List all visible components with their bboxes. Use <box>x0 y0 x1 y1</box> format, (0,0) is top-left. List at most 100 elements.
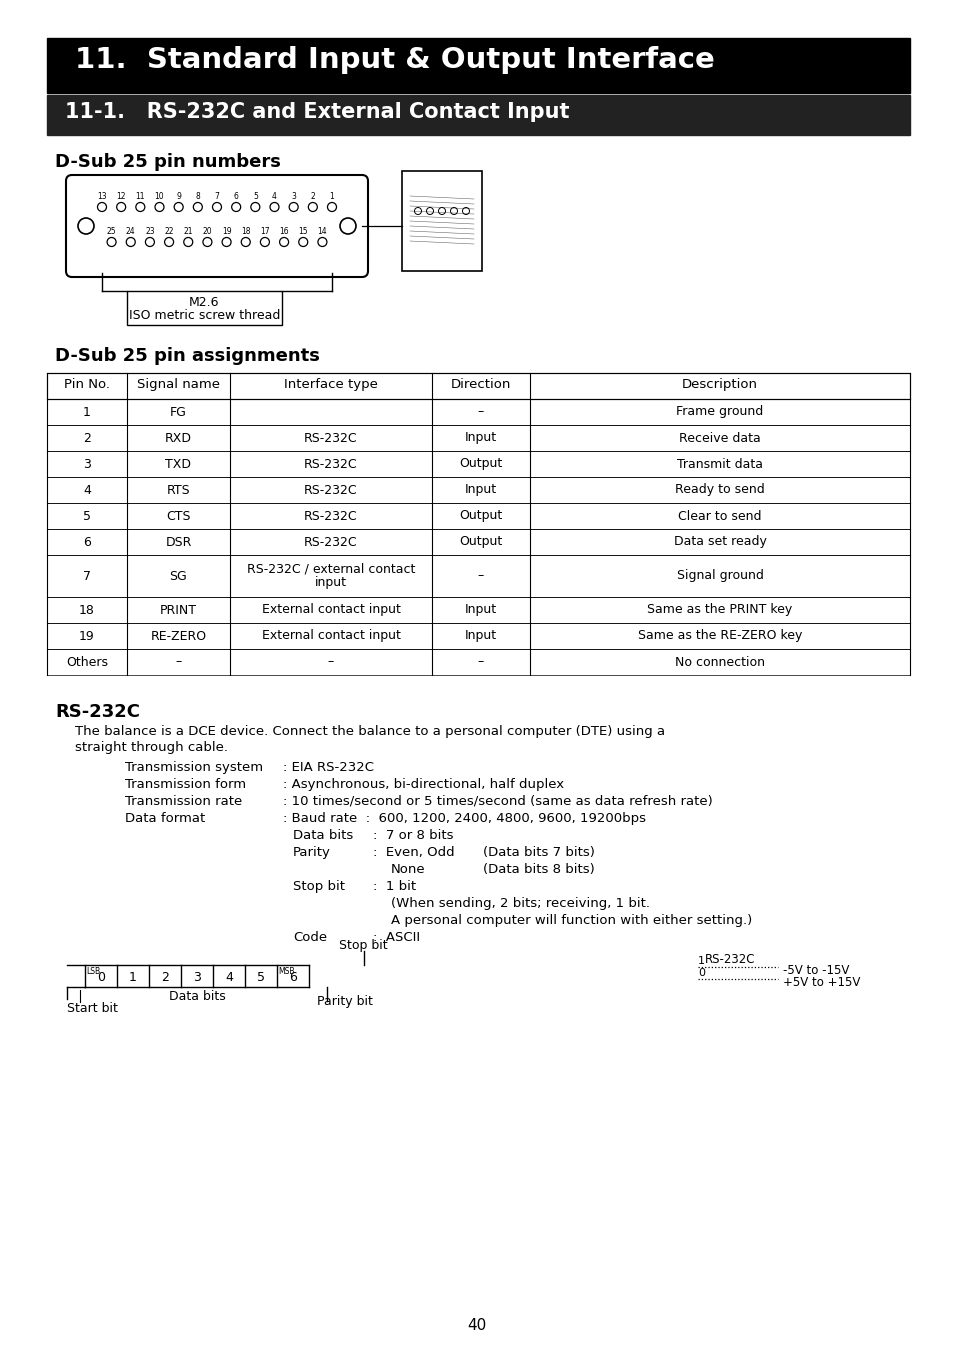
Text: RS-232C: RS-232C <box>304 432 357 444</box>
Text: Clear to send: Clear to send <box>678 509 760 522</box>
Text: :  1 bit: : 1 bit <box>373 880 416 892</box>
Text: 1: 1 <box>330 192 334 201</box>
Text: Data bits: Data bits <box>169 990 225 1003</box>
Text: Data bits: Data bits <box>293 829 353 842</box>
Text: Output: Output <box>459 458 502 471</box>
Text: 4: 4 <box>272 192 276 201</box>
Text: 3: 3 <box>193 971 201 984</box>
Text: Input: Input <box>464 483 497 497</box>
Text: Data format: Data format <box>125 811 205 825</box>
Text: 11-1.   RS-232C and External Contact Input: 11-1. RS-232C and External Contact Input <box>65 103 569 122</box>
Text: 11.  Standard Input & Output Interface: 11. Standard Input & Output Interface <box>75 46 714 74</box>
Text: Transmit data: Transmit data <box>677 458 762 471</box>
Text: Data set ready: Data set ready <box>673 536 765 548</box>
Text: Parity bit: Parity bit <box>316 995 373 1008</box>
Text: RS-232C: RS-232C <box>304 458 357 471</box>
Text: 12: 12 <box>116 192 126 201</box>
Text: M2.6: M2.6 <box>189 296 219 309</box>
Text: Transmission form: Transmission form <box>125 778 246 791</box>
Text: 3: 3 <box>83 458 91 471</box>
Text: D-Sub 25 pin numbers: D-Sub 25 pin numbers <box>55 153 280 171</box>
Text: 6: 6 <box>289 971 296 984</box>
Text: RTS: RTS <box>167 483 190 497</box>
Text: –: – <box>477 570 483 582</box>
Text: Stop bit: Stop bit <box>338 940 387 952</box>
Text: +5V to +15V: +5V to +15V <box>782 976 860 990</box>
Text: 1: 1 <box>129 971 137 984</box>
Text: None: None <box>391 863 425 876</box>
Text: Frame ground: Frame ground <box>676 405 762 418</box>
Text: 19: 19 <box>79 629 94 643</box>
Bar <box>127 292 282 325</box>
Text: –: – <box>175 656 181 668</box>
Text: D-Sub 25 pin assignments: D-Sub 25 pin assignments <box>55 347 319 364</box>
Text: Receive data: Receive data <box>679 432 760 444</box>
Text: 16: 16 <box>279 227 289 236</box>
Text: 19: 19 <box>221 227 232 236</box>
Text: FG: FG <box>170 405 187 418</box>
Text: 40: 40 <box>467 1318 486 1332</box>
Text: straight through cable.: straight through cable. <box>75 741 228 755</box>
Text: SG: SG <box>170 570 187 582</box>
Text: 20: 20 <box>202 227 212 236</box>
Text: 15: 15 <box>298 227 308 236</box>
Text: 2: 2 <box>161 971 169 984</box>
Text: External contact input: External contact input <box>261 629 400 643</box>
Text: 25: 25 <box>107 227 116 236</box>
Text: LSB: LSB <box>86 967 100 976</box>
Text: RS-232C: RS-232C <box>304 509 357 522</box>
Text: 5: 5 <box>253 192 257 201</box>
Text: 4: 4 <box>83 483 91 497</box>
Text: 17: 17 <box>260 227 270 236</box>
Text: Parity: Parity <box>293 846 331 859</box>
Text: :  ASCII: : ASCII <box>373 931 419 944</box>
Bar <box>401 171 481 271</box>
Text: –: – <box>328 656 334 668</box>
Text: 6: 6 <box>83 536 91 548</box>
Text: 9: 9 <box>176 192 181 201</box>
Text: 10: 10 <box>154 192 164 201</box>
Text: 1: 1 <box>698 956 704 967</box>
Text: ISO metric screw thread: ISO metric screw thread <box>129 309 280 323</box>
Bar <box>47 95 909 135</box>
Text: No connection: No connection <box>675 656 764 668</box>
Text: : Baud rate  :  600, 1200, 2400, 4800, 9600, 19200bps: : Baud rate : 600, 1200, 2400, 4800, 960… <box>283 811 645 825</box>
Text: RXD: RXD <box>165 432 192 444</box>
Text: (Data bits 7 bits): (Data bits 7 bits) <box>482 846 595 859</box>
Text: 18: 18 <box>241 227 251 236</box>
Text: Code: Code <box>293 931 327 944</box>
Text: Ready to send: Ready to send <box>675 483 764 497</box>
Text: 3: 3 <box>291 192 295 201</box>
Text: The balance is a DCE device. Connect the balance to a personal computer (DTE) us: The balance is a DCE device. Connect the… <box>75 725 664 738</box>
Text: (When sending, 2 bits; receiving, 1 bit.: (When sending, 2 bits; receiving, 1 bit. <box>391 896 649 910</box>
Text: 0: 0 <box>97 971 105 984</box>
Text: A personal computer will function with either setting.): A personal computer will function with e… <box>391 914 752 927</box>
Text: Input: Input <box>464 603 497 617</box>
Text: 2: 2 <box>83 432 91 444</box>
Text: Interface type: Interface type <box>284 378 377 392</box>
Text: Transmission system: Transmission system <box>125 761 263 774</box>
Text: Start bit: Start bit <box>67 1002 118 1015</box>
Text: 14: 14 <box>317 227 327 236</box>
Text: RE-ZERO: RE-ZERO <box>151 629 207 643</box>
Text: 22: 22 <box>164 227 173 236</box>
Text: Others: Others <box>66 656 108 668</box>
Text: 18: 18 <box>79 603 95 617</box>
Text: -5V to -15V: -5V to -15V <box>782 964 848 977</box>
Text: 8: 8 <box>195 192 200 201</box>
Text: 4: 4 <box>225 971 233 984</box>
Text: RS-232C / external contact: RS-232C / external contact <box>247 563 415 576</box>
Text: 21: 21 <box>183 227 193 236</box>
Text: Input: Input <box>464 432 497 444</box>
Text: Transmission rate: Transmission rate <box>125 795 242 809</box>
Text: 13: 13 <box>97 192 107 201</box>
Text: Pin No.: Pin No. <box>64 378 110 392</box>
Text: 11: 11 <box>135 192 145 201</box>
Text: Output: Output <box>459 509 502 522</box>
FancyBboxPatch shape <box>66 176 368 277</box>
Text: Description: Description <box>681 378 758 392</box>
Text: Same as the PRINT key: Same as the PRINT key <box>647 603 792 617</box>
Bar <box>47 38 909 93</box>
Text: 2: 2 <box>310 192 314 201</box>
Text: (Data bits 8 bits): (Data bits 8 bits) <box>482 863 594 876</box>
